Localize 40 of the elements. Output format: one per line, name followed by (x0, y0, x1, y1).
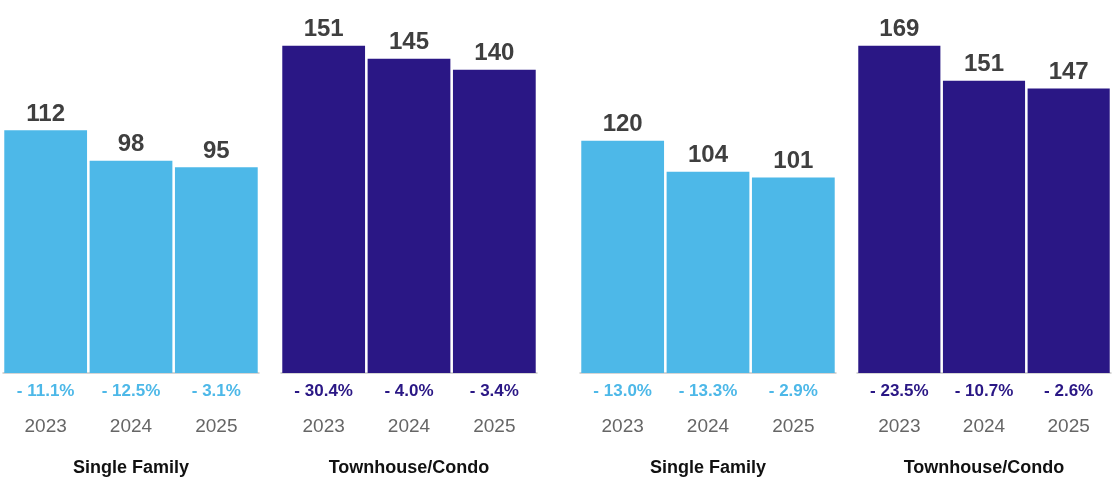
x-tick-label: 2024 (109, 415, 153, 436)
x-tick-label: 2023 (24, 415, 67, 436)
x-tick-label: 2023 (302, 415, 345, 436)
annotation: - 10.7% (954, 380, 1014, 400)
x-tick-label: 2025 (772, 415, 815, 436)
x-axis-title: Townhouse/Condo (903, 457, 1065, 477)
x-tick-label: 2025 (195, 415, 238, 436)
data-label: 145 (388, 27, 430, 55)
annotation: - 4.0% (384, 380, 434, 400)
annotation: - 2.9% (768, 380, 818, 400)
data-label: 120 (602, 109, 643, 137)
data-label: 95 (202, 135, 230, 163)
data-label: 98 (117, 129, 145, 157)
x-tick-label: 2024 (387, 415, 431, 436)
data-label: 151 (303, 14, 344, 42)
data-label: 140 (474, 38, 515, 66)
data-label: 147 (1048, 56, 1089, 84)
x-axis-title: Townhouse/Condo (328, 457, 490, 477)
x-tick-label: 2023 (878, 415, 921, 436)
annotation: - 30.4% (294, 380, 353, 400)
annotation: - 3.1% (191, 380, 241, 400)
annotation: - 23.5% (870, 380, 929, 400)
x-tick-label: 2025 (473, 415, 516, 436)
data-label: 112 (26, 98, 66, 126)
data-label: 104 (687, 140, 729, 168)
annotation: - 11.1% (16, 380, 75, 400)
annotation: - 3.4% (469, 380, 519, 400)
x-tick-label: 2024 (686, 415, 730, 436)
annotation: - 13.0% (593, 380, 652, 400)
x-tick-label: 2023 (601, 415, 644, 436)
data-label: 101 (773, 145, 814, 173)
x-axis-title: Single Family (72, 457, 190, 477)
x-tick-label: 2025 (1047, 415, 1090, 436)
annotation: - 2.6% (1044, 380, 1094, 400)
data-label: 169 (879, 14, 920, 42)
x-tick-label: 2024 (962, 415, 1006, 436)
x-axis-title: Single Family (649, 457, 767, 477)
annotation: - 12.5% (101, 380, 161, 400)
data-label: 151 (963, 49, 1005, 77)
annotation: - 13.3% (678, 380, 738, 400)
